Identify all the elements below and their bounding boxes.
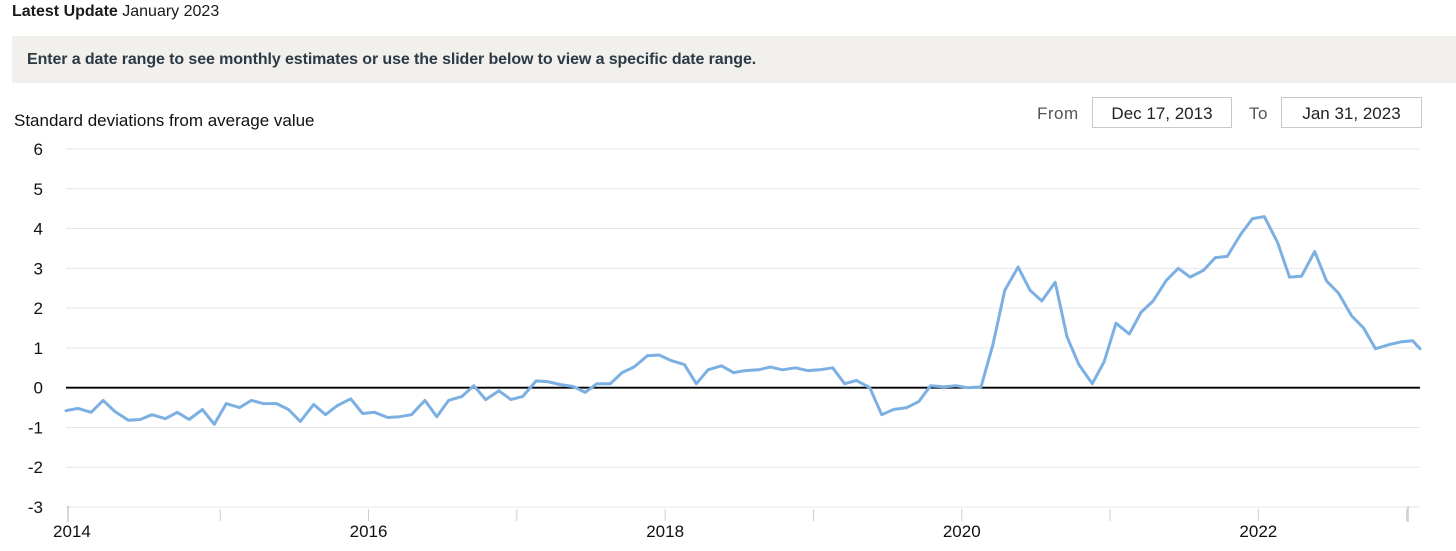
latest-update-label: Latest Update xyxy=(12,3,118,20)
x-tick-label: 2018 xyxy=(646,522,684,541)
y-tick-label: 6 xyxy=(34,140,43,159)
series-layer xyxy=(64,215,1422,426)
instructions-text: Enter a date range to see monthly estima… xyxy=(27,51,757,68)
y-tick-label: -3 xyxy=(28,498,43,517)
latest-update-value: January 2023 xyxy=(122,3,220,20)
series-line xyxy=(64,215,1422,426)
x-tick-label: 2020 xyxy=(943,522,981,541)
from-label: From xyxy=(1037,104,1079,123)
to-label: To xyxy=(1249,104,1268,123)
grid-lines xyxy=(66,148,1420,508)
from-date-input[interactable]: Dec 17, 2013 xyxy=(1092,97,1232,128)
y-tick-labels: 6 5 4 3 2 1 0 -1 -2 -3 xyxy=(28,140,43,517)
y-tick-label: 2 xyxy=(34,299,43,318)
y-tick-label: -2 xyxy=(28,458,43,477)
y-tick-label: 1 xyxy=(34,339,43,358)
x-axis: 2014 2016 2018 2020 2022 xyxy=(53,506,1409,541)
y-tick-label: 3 xyxy=(34,259,43,278)
y-tick-label: 4 xyxy=(34,220,43,239)
y-axis-title: Standard deviations from average value xyxy=(14,111,315,130)
y-tick-label: 0 xyxy=(34,379,43,398)
y-tick-label: 5 xyxy=(34,180,43,199)
instructions-banner: Enter a date range to see monthly estima… xyxy=(12,36,1456,83)
y-tick-label: -1 xyxy=(28,418,43,437)
x-tick-label: 2016 xyxy=(350,522,388,541)
x-tick-label: 2014 xyxy=(53,522,91,541)
to-date-input[interactable]: Jan 31, 2023 xyxy=(1281,97,1422,128)
x-tick-label: 2022 xyxy=(1239,522,1277,541)
latest-update: Latest Update January 2023 xyxy=(12,3,219,21)
